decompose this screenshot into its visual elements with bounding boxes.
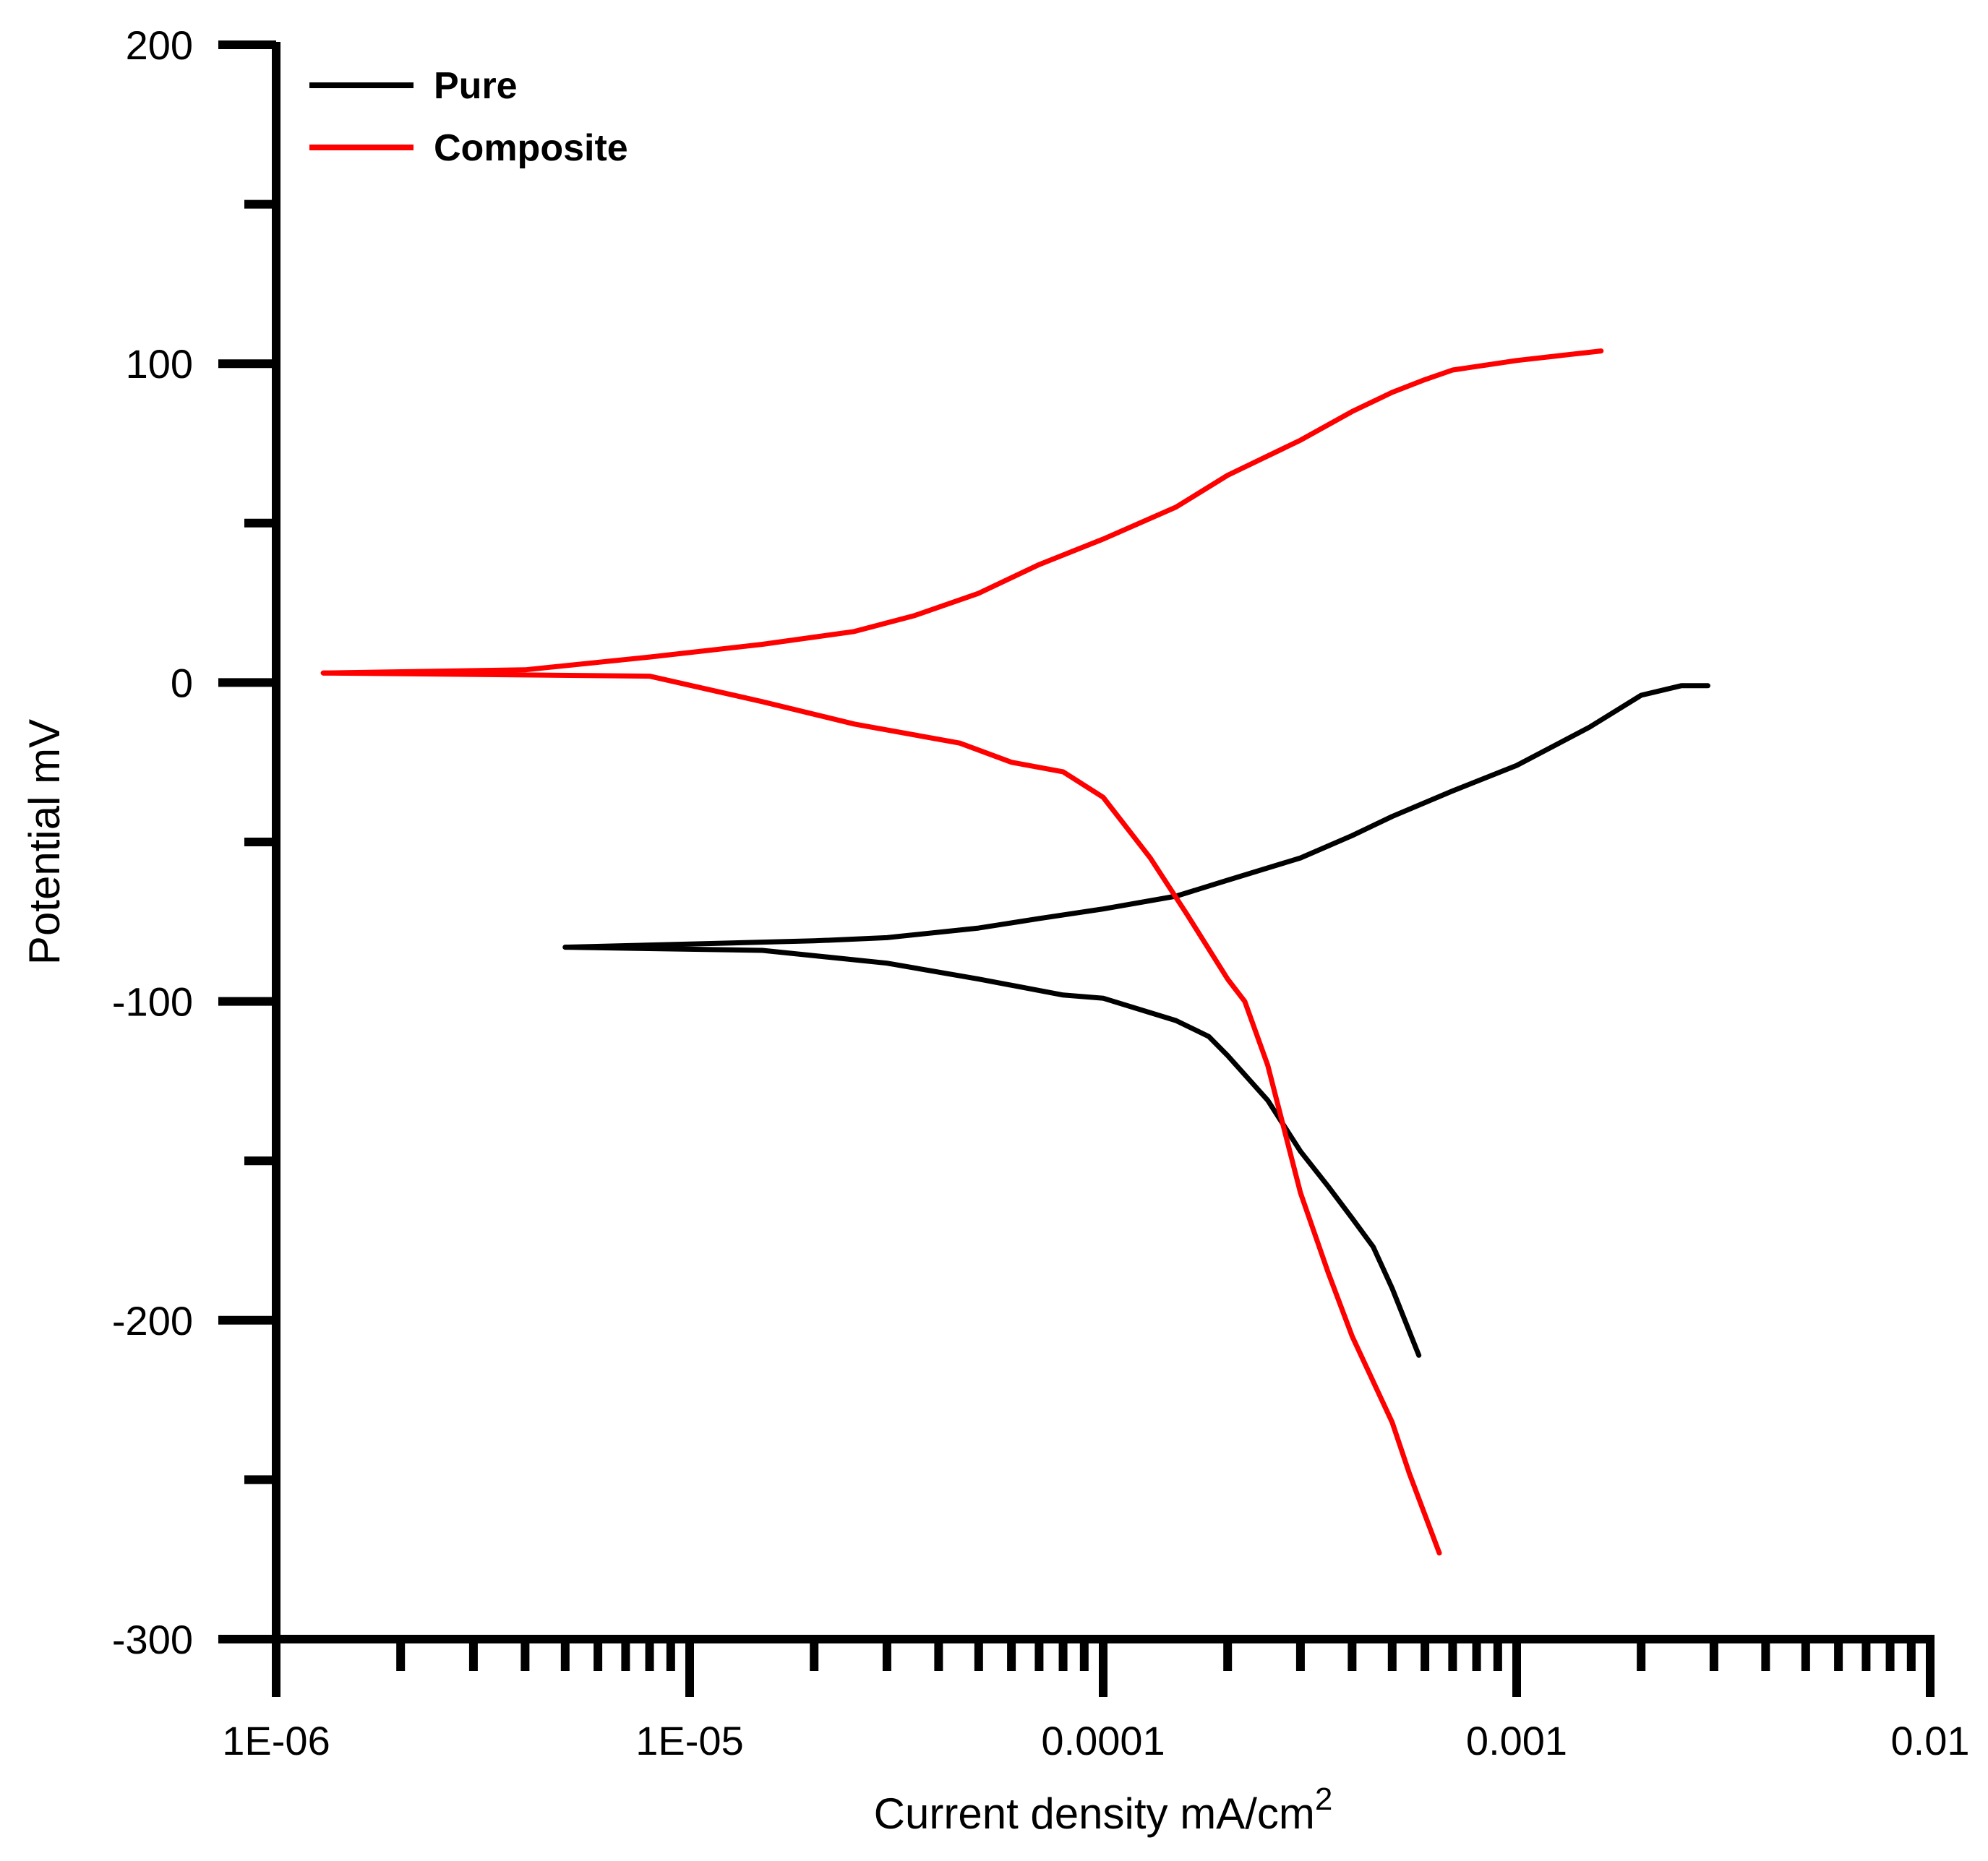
y-tick-label: 0	[171, 660, 193, 705]
x-tick-label: 0.01	[1891, 1718, 1970, 1763]
axes	[272, 42, 1935, 1643]
y-tick-label: 100	[126, 341, 193, 387]
series-pure	[562, 683, 1710, 1358]
ticks: -300 -200 -100 0 100 200 1E-06 1E-05 0.0001 0.001…	[112, 22, 1970, 1763]
x-tick-label: 0.001	[1466, 1718, 1567, 1763]
y-tick-label: -300	[112, 1617, 193, 1662]
series-layer	[320, 348, 1710, 1556]
x-axis-title-superscript: 2	[1315, 1782, 1332, 1817]
x-tick-label: 1E-05	[635, 1718, 743, 1763]
legend-label: Pure	[434, 65, 518, 107]
series-composite	[320, 348, 1604, 1556]
series-line-composite-cathodic	[320, 670, 1442, 1556]
x-tick-label: 0.0001	[1041, 1718, 1165, 1763]
series-line-pure-cathodic	[562, 945, 1422, 1358]
legend: Pure Composite	[309, 65, 628, 169]
x-axis-title: Current density mA/cm2	[874, 1782, 1333, 1838]
y-tick-label: -100	[112, 979, 193, 1025]
series-line-composite-anodic	[320, 348, 1604, 676]
series-line-pure-anodic	[562, 683, 1710, 950]
y-axis-title: Potential mV	[20, 719, 69, 965]
y-tick-label: 200	[126, 22, 193, 68]
x-axis-title-main: Current density mA/cm	[874, 1789, 1315, 1838]
x-tick-label: 1E-06	[222, 1718, 330, 1763]
legend-label: Composite	[434, 127, 628, 169]
y-tick-label: -200	[112, 1298, 193, 1344]
